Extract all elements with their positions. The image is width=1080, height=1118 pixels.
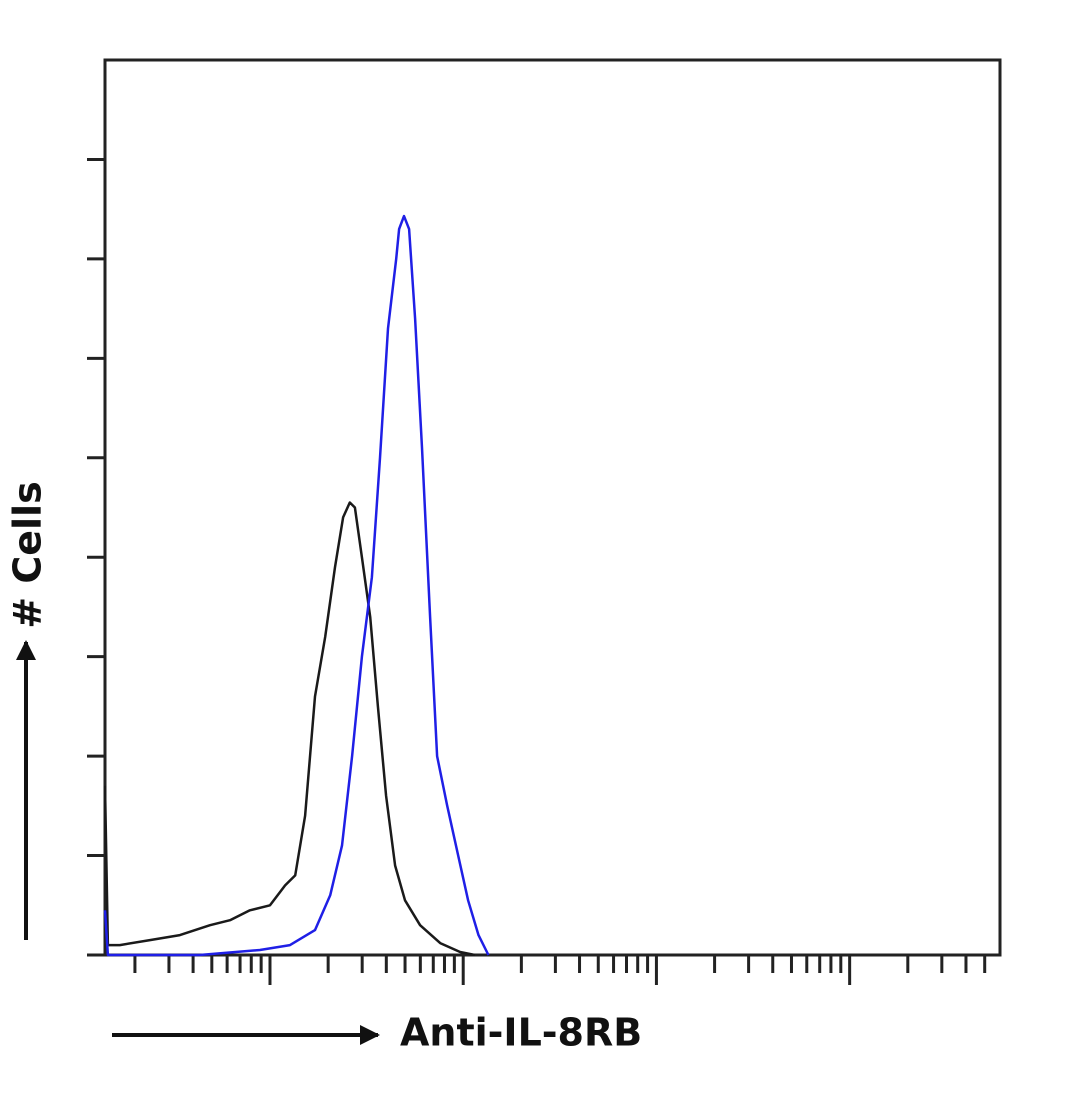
y-axis-label: # Cells xyxy=(6,481,50,628)
x-axis-label: Anti-IL-8RB xyxy=(400,1011,642,1055)
histogram-line xyxy=(103,214,490,957)
plot-frame xyxy=(103,58,1002,957)
histogram-line xyxy=(103,501,476,957)
